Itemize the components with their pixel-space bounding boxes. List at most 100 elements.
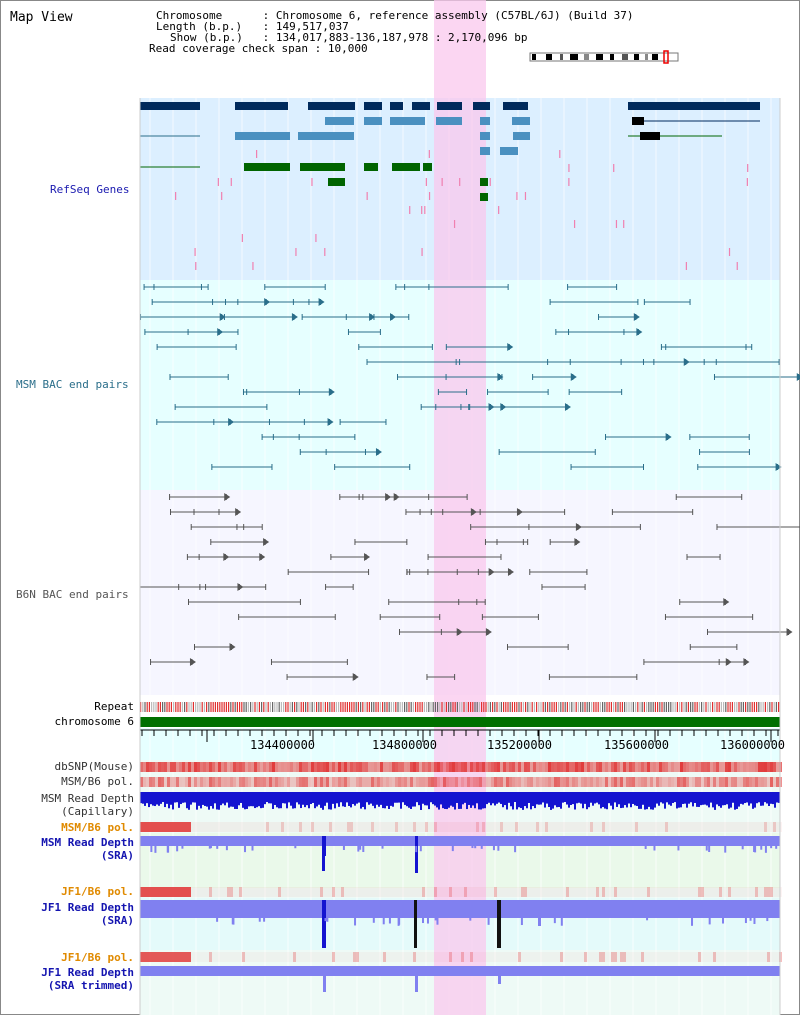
repeat-mark [201, 702, 203, 712]
heat-cell [722, 822, 725, 832]
repeat-mark [298, 702, 300, 712]
depth-bar [184, 792, 186, 803]
repeat-mark [239, 702, 241, 712]
repeat-mark [283, 702, 285, 712]
heat-cell [266, 952, 269, 962]
repeat-mark [538, 702, 540, 712]
depth-spike [722, 918, 725, 924]
depth-bar [656, 792, 658, 804]
heat-cell [599, 777, 602, 787]
heat-cell [755, 762, 758, 772]
depth-bar [332, 792, 334, 804]
repeat-mark [762, 702, 764, 712]
depth-bar [254, 792, 256, 809]
gene-exon [640, 132, 660, 140]
heat-cell [317, 822, 320, 832]
heat-cell [686, 887, 689, 897]
heat-cell [653, 887, 656, 897]
depth-bar [396, 792, 398, 803]
repeat-mark [382, 702, 384, 712]
heat-cell [416, 887, 419, 897]
heat-cell [368, 822, 371, 832]
heat-cell [638, 822, 641, 832]
depth-bar [242, 792, 244, 808]
repeat-mark [452, 702, 454, 712]
heat-cell [344, 762, 347, 772]
ruler-tick-label: 134400000 [250, 738, 316, 752]
heat-cell [503, 952, 506, 962]
depth-spike [741, 846, 744, 850]
depth-spike [764, 846, 767, 853]
heat-cell [539, 762, 542, 772]
repeat-mark [366, 702, 368, 712]
b6n-bac-end-pairs-label[interactable]: B6N BAC end pairs [16, 588, 129, 601]
repeat-mark [192, 702, 194, 712]
heat-cell [590, 777, 593, 787]
repeat-mark [714, 702, 716, 712]
msm-bac-end-pairs-label[interactable]: MSM BAC end pairs [16, 378, 129, 391]
heat-cell [698, 952, 701, 962]
depth-bar [258, 792, 260, 807]
depth-bar [358, 792, 360, 803]
ruler-tick-label: 136000000 [720, 738, 786, 752]
repeat-mark [278, 702, 280, 712]
depth-bar [606, 792, 608, 810]
heat-cell [428, 887, 431, 897]
heat-cell [716, 952, 719, 962]
depth-bar [298, 792, 300, 805]
heat-cell [764, 777, 767, 787]
msm-read-depth-capillary-label-2: (Capillary) [61, 805, 134, 818]
heat-cell [635, 952, 638, 962]
b6n-bac-pair-arrow [743, 658, 750, 666]
gene-exon [308, 102, 355, 110]
depth-bar [194, 792, 196, 803]
heat-cell [170, 952, 173, 962]
heat-cell [581, 887, 584, 897]
repeat-mark [518, 702, 520, 712]
heat-cell [347, 822, 350, 832]
repeat-mark [599, 702, 601, 712]
refseq-minor-mark [221, 192, 223, 200]
heat-cell [377, 762, 380, 772]
heat-cell [617, 777, 620, 787]
depth-bar [542, 792, 544, 803]
refseq-genes-label[interactable]: RefSeq Genes [50, 183, 130, 196]
heat-cell [734, 952, 737, 962]
heat-cell [698, 822, 701, 832]
repeat-mark [505, 702, 507, 712]
repeat-mark [586, 702, 588, 712]
heat-cell [671, 762, 674, 772]
heat-cell [239, 777, 242, 787]
depth-bar [236, 792, 238, 809]
heat-cell [650, 887, 653, 897]
heat-cell [776, 952, 779, 962]
heat-cell [293, 762, 296, 772]
depth-bar [450, 792, 452, 806]
depth-bar [182, 792, 184, 803]
heat-cell [194, 762, 197, 772]
ideogram-band [652, 54, 658, 60]
depth-bar [520, 792, 522, 809]
msm-bac-pair-arrow [327, 418, 334, 426]
heat-cell [569, 887, 572, 897]
repeat-mark [349, 702, 351, 712]
depth-bar [384, 792, 386, 809]
repeat-mark [551, 702, 553, 712]
heat-cell [434, 777, 437, 787]
repeat-mark [492, 702, 494, 712]
heat-cell [512, 762, 515, 772]
heat-cell [731, 887, 734, 897]
heat-cell [338, 762, 341, 772]
heat-cell [281, 777, 284, 787]
repeat-mark [214, 702, 216, 712]
heat-cell [296, 952, 299, 962]
heat-cell [527, 887, 530, 897]
heat-cell [374, 887, 377, 897]
heat-cell [140, 777, 143, 787]
heat-cell [419, 762, 422, 772]
depth-bar [232, 792, 234, 807]
heat-cell [332, 777, 335, 787]
repeat-mark [285, 702, 287, 712]
repeat-mark [720, 702, 722, 712]
repeat-mark [566, 702, 568, 712]
